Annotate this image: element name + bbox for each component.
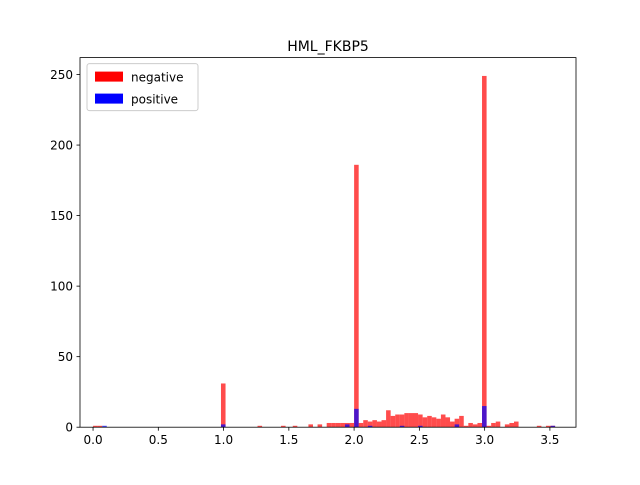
y-tick-label-2: 100 xyxy=(50,280,73,294)
x-tick-label-2: 1.0 xyxy=(214,433,233,447)
bars-layer xyxy=(93,75,556,428)
x-tick-label-4: 2.0 xyxy=(345,433,364,447)
bar-positive-9 xyxy=(550,425,556,428)
series-negative xyxy=(93,75,556,428)
bar-negative-22 xyxy=(390,415,396,428)
x-axis: 0.0 0.5 1.0 1.5 2.0 2.5 3.0 3.5 xyxy=(84,427,559,447)
bar-negative-39 xyxy=(468,422,473,428)
legend-swatch-negative xyxy=(95,71,123,82)
bar-negative-4 xyxy=(281,425,286,428)
legend-label-negative: negative xyxy=(131,71,183,85)
bar-negative-28 xyxy=(418,414,423,428)
y-tick-label-0: 0 xyxy=(65,421,73,435)
bar-negative-13 xyxy=(349,422,355,428)
bar-negative-27 xyxy=(413,413,419,428)
y-tick-label-1: 50 xyxy=(58,350,73,364)
bar-negative-42 xyxy=(482,75,487,428)
bar-positive-4 xyxy=(367,425,373,428)
y-axis: 0 50 100 150 200 250 xyxy=(50,68,80,435)
bar-negative-34 xyxy=(445,417,451,428)
bar-negative-19 xyxy=(376,421,382,428)
bar-negative-2 xyxy=(220,383,226,428)
bar-negative-43 xyxy=(486,425,492,428)
x-tick-label-0: 0.0 xyxy=(84,433,103,447)
bar-negative-17 xyxy=(367,421,373,428)
bar-negative-44 xyxy=(491,422,496,428)
plot-frame xyxy=(79,57,577,428)
bar-negative-45 xyxy=(495,421,501,428)
y-tick-label-3: 150 xyxy=(50,209,73,223)
bar-negative-16 xyxy=(363,420,368,428)
chart-title: HML_FKBP5 xyxy=(287,39,369,55)
bar-negative-21 xyxy=(386,410,391,428)
bar-negative-29 xyxy=(422,417,428,428)
bar-negative-48 xyxy=(514,421,519,428)
bar-negative-5 xyxy=(292,425,298,428)
x-tick-label-7: 3.5 xyxy=(540,433,559,447)
bar-positive-6 xyxy=(418,425,423,428)
bar-negative-8 xyxy=(326,422,332,428)
bar-positive-3 xyxy=(354,408,359,428)
bar-negative-24 xyxy=(399,414,405,428)
bar-negative-38 xyxy=(463,425,469,428)
bar-negative-15 xyxy=(358,422,364,428)
legend-label-positive: positive xyxy=(131,93,178,107)
bar-positive-8 xyxy=(482,406,487,428)
x-tick-label-6: 3.0 xyxy=(475,433,494,447)
bar-negative-10 xyxy=(335,422,341,428)
bar-negative-3 xyxy=(257,425,263,428)
bar-negative-32 xyxy=(436,418,441,428)
y-tick-label-4: 200 xyxy=(50,139,73,153)
bar-negative-6 xyxy=(308,424,313,428)
bar-positive-7 xyxy=(454,424,460,428)
bar-negative-9 xyxy=(331,422,336,428)
bar-positive-5 xyxy=(399,425,405,428)
bar-negative-33 xyxy=(440,414,446,428)
bar-negative-36 xyxy=(454,418,460,428)
bar-negative-40 xyxy=(472,424,478,428)
bar-negative-47 xyxy=(509,422,514,428)
bar-negative-7 xyxy=(317,424,323,428)
bar-negative-31 xyxy=(431,417,437,428)
bar-negative-35 xyxy=(450,421,455,428)
y-tick-label-5: 250 xyxy=(50,68,73,82)
bar-positive-1 xyxy=(220,424,226,428)
bar-negative-11 xyxy=(340,422,345,428)
bar-negative-18 xyxy=(372,420,377,428)
bar-negative-20 xyxy=(381,420,387,428)
bar-negative-30 xyxy=(427,415,432,428)
bar-negative-49 xyxy=(536,425,542,428)
x-tick-label-5: 2.5 xyxy=(410,433,429,447)
x-tick-label-1: 0.5 xyxy=(149,433,168,447)
bar-negative-0 xyxy=(93,425,98,428)
bar-negative-23 xyxy=(395,414,400,428)
bar-positive-2 xyxy=(344,424,350,428)
bar-negative-26 xyxy=(408,413,414,428)
legend-swatch-positive xyxy=(95,93,123,104)
x-tick-label-3: 1.5 xyxy=(279,433,298,447)
bar-negative-46 xyxy=(504,424,510,428)
bar-negative-14 xyxy=(354,164,359,428)
bar-negative-1 xyxy=(97,425,103,428)
bar-negative-37 xyxy=(459,415,464,428)
bar-positive-0 xyxy=(102,425,107,428)
bar-negative-50 xyxy=(545,425,551,428)
legend: negative positive xyxy=(86,63,199,112)
series-positive xyxy=(102,406,556,428)
bar-negative-25 xyxy=(404,413,409,428)
bar-negative-41 xyxy=(477,422,483,428)
